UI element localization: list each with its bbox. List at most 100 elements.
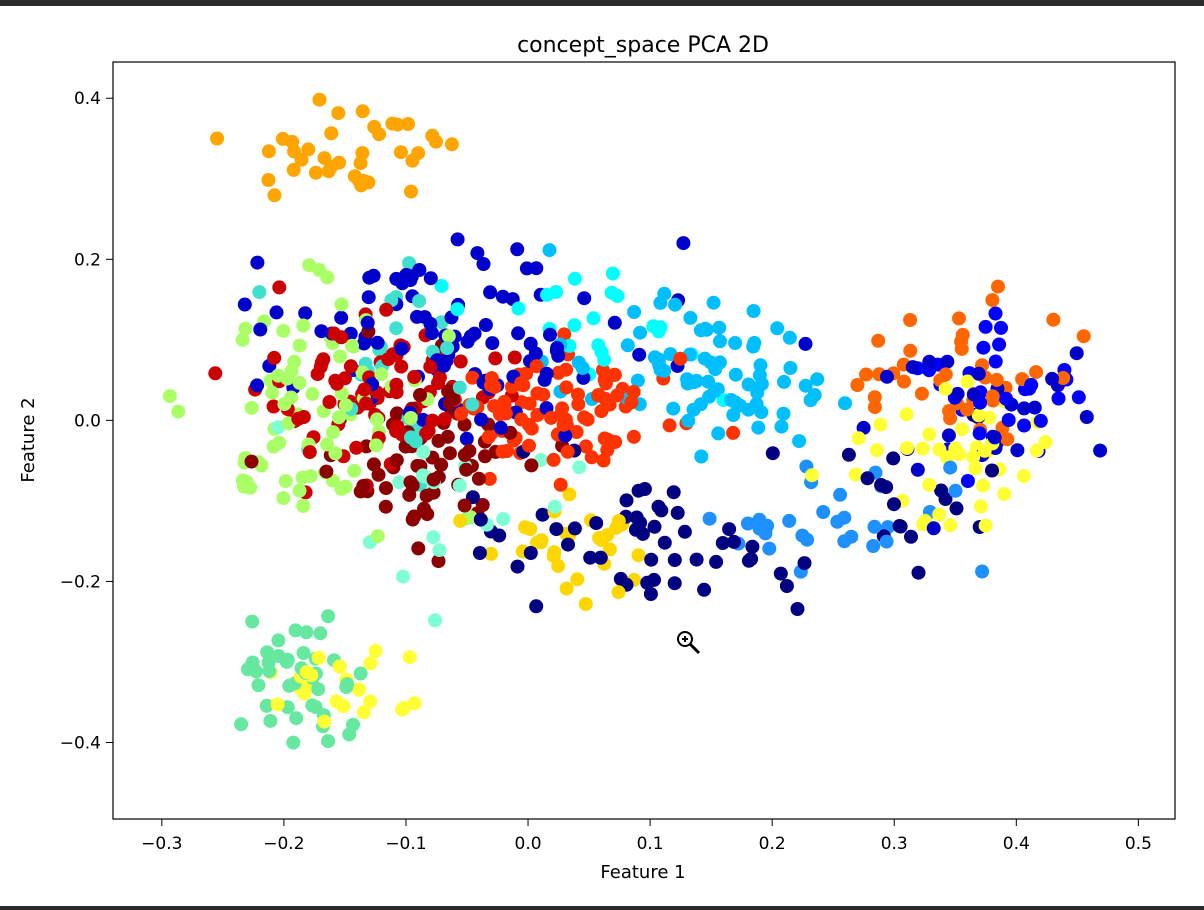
scatter-point — [394, 341, 409, 356]
scatter-point — [605, 266, 620, 281]
scatter-point — [353, 666, 368, 681]
scatter-point — [269, 305, 284, 320]
scatter-point — [359, 396, 373, 411]
scatter-point — [356, 705, 371, 720]
scatter-point — [319, 464, 334, 479]
scatter-point — [392, 475, 407, 490]
scatter-point — [943, 460, 958, 475]
scatter-point — [773, 566, 788, 581]
scatter-point — [426, 530, 441, 545]
scatter-point — [871, 333, 886, 348]
scatter-point — [593, 550, 608, 565]
scatter-point — [446, 392, 461, 407]
scatter-point — [394, 359, 409, 374]
scatter-point — [408, 434, 423, 449]
scatter-point — [288, 623, 303, 638]
scatter-point — [434, 457, 449, 472]
scatter-point — [459, 431, 474, 446]
scatter-point — [681, 413, 696, 428]
scatter-point — [333, 349, 348, 364]
x-tick-label: −0.2 — [263, 834, 304, 854]
scatter-point — [332, 659, 347, 674]
scatter-point — [922, 427, 937, 442]
scatter-point — [243, 480, 258, 495]
scatter-point — [706, 295, 721, 310]
scatter-point — [874, 478, 889, 492]
scatter-point — [848, 467, 863, 482]
scatter-point — [630, 373, 645, 388]
x-tick-label: 0.4 — [1003, 834, 1030, 854]
scatter-point — [450, 302, 465, 317]
scatter-point — [886, 451, 901, 466]
scatter-point — [971, 408, 986, 423]
scatter-point — [873, 417, 888, 432]
scatter-point — [261, 173, 276, 187]
scatter-point — [643, 587, 658, 601]
scatter-point — [653, 295, 668, 310]
scatter-point — [330, 376, 344, 391]
scatter-point — [914, 386, 929, 401]
scatter-point — [1024, 378, 1039, 392]
scatter-point — [626, 384, 641, 399]
scatter-point — [459, 462, 474, 477]
window-top-bar — [0, 0, 1204, 6]
scatter-point — [976, 340, 991, 355]
scatter-point — [413, 388, 427, 402]
y-tick-label: −0.4 — [60, 733, 101, 753]
scatter-point — [577, 291, 592, 306]
scatter-point — [1029, 443, 1044, 458]
scatter-point — [1051, 391, 1066, 406]
scatter-point — [265, 385, 280, 400]
scatter-point — [470, 246, 485, 261]
scatter-point — [960, 474, 975, 488]
scatter-point — [390, 406, 405, 421]
y-tick-label: 0.2 — [74, 250, 101, 270]
scatter-point — [162, 389, 177, 404]
scatter-point — [949, 501, 964, 516]
scatter-point — [244, 400, 259, 415]
scatter-point — [432, 543, 447, 558]
scatter-point — [657, 535, 672, 550]
scatter-point — [395, 702, 410, 717]
scatter-point — [261, 655, 276, 670]
scatter-point — [583, 550, 598, 565]
scatter-point — [870, 443, 884, 458]
scatter-point — [586, 311, 601, 326]
scatter-point — [903, 343, 918, 358]
scatter-point — [667, 576, 682, 591]
scatter-point — [529, 359, 544, 374]
scatter-point — [910, 462, 925, 477]
scatter-point — [797, 556, 812, 571]
scatter-point — [1071, 390, 1086, 405]
scatter-point — [751, 420, 766, 435]
scatter-point — [411, 541, 426, 556]
scatter-point — [960, 374, 975, 389]
x-axis-label: Feature 1 — [600, 862, 685, 883]
scatter-point — [369, 438, 383, 453]
scatter-point — [997, 487, 1012, 501]
scatter-point — [296, 646, 311, 660]
scatter-point — [798, 378, 813, 393]
scatter-point — [728, 336, 743, 350]
scatter-point — [905, 360, 920, 375]
scatter-point — [266, 399, 281, 414]
scatter-point — [302, 445, 317, 460]
scatter-point — [668, 297, 682, 312]
scatter-point — [922, 477, 937, 492]
scatter-point — [361, 175, 376, 190]
scatter-point — [728, 367, 743, 382]
scatter-point — [670, 505, 685, 520]
scatter-point — [423, 271, 438, 286]
x-axis-ticks: −0.3 −0.2 −0.1 0.0 0.1 0.2 0.3 0.4 0.5 — [141, 819, 1152, 854]
scatter-point — [934, 483, 949, 498]
y-axis-ticks: −0.4 −0.2 0.0 0.2 0.4 — [60, 89, 113, 753]
scatter-point — [488, 351, 503, 366]
scatter-point — [911, 565, 926, 580]
scatter-point — [544, 410, 559, 425]
scatter-point — [754, 405, 769, 420]
scatter-point — [798, 336, 813, 351]
scatter-point — [549, 522, 564, 537]
scatter-point — [349, 440, 364, 455]
scatter-point — [851, 431, 866, 446]
scatter-point — [782, 330, 797, 345]
